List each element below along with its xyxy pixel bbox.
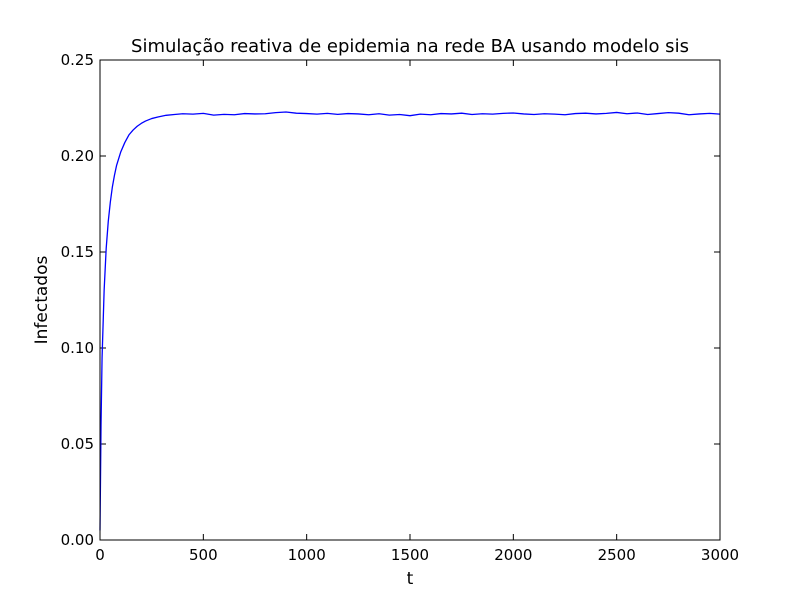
x-tick-label: 500: [189, 546, 218, 564]
x-tick-label: 2000: [494, 546, 532, 564]
tick-layer: 0 500 1000 1500 2000 2500 3000 0.00 0.05 0.10 0.15…: [61, 51, 740, 564]
x-tick-label: 3000: [701, 546, 739, 564]
x-tick-label: 2500: [598, 546, 636, 564]
y-tick-label: 0.15: [61, 243, 94, 261]
x-axis-title: t: [407, 569, 414, 589]
plot-frame: [99, 59, 721, 541]
y-tick-label: 0.25: [61, 51, 94, 69]
x-tick-label: 0: [95, 546, 105, 564]
y-axis-title: Infectados: [32, 256, 52, 345]
x-tick-label: 1500: [391, 546, 429, 564]
chart-title: Simulação reativa de epidemia na rede BA…: [131, 36, 689, 57]
y-tick-label: 0.05: [61, 435, 94, 453]
series-line-infectados: [99, 111, 721, 531]
x-tick-label: 1000: [288, 546, 326, 564]
y-tick-label: 0.00: [61, 531, 94, 549]
y-tick-label: 0.20: [61, 147, 94, 165]
y-tick-label: 0.10: [61, 339, 94, 357]
